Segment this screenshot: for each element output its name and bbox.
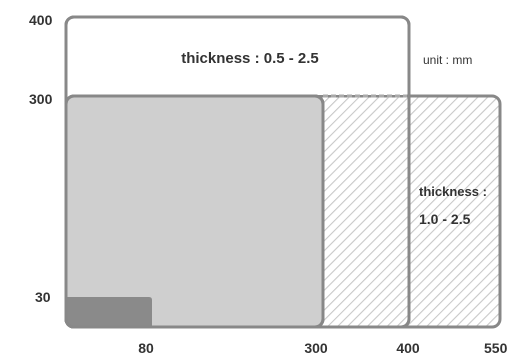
unit-label: unit : mm <box>423 53 472 67</box>
top-white-area <box>68 19 407 95</box>
top-thickness-label: thickness : 0.5 - 2.5 <box>181 50 319 67</box>
gray-region-outline-stroke <box>64 94 325 329</box>
x-axis-label-80: 80 <box>138 340 154 356</box>
y-axis-label-400: 400 <box>29 12 53 28</box>
dark-corner-region <box>66 297 152 327</box>
right-thickness-label-line2: 1.0 - 2.5 <box>419 211 471 227</box>
x-axis-label-550: 550 <box>484 340 508 356</box>
x-axis-label-300: 300 <box>304 340 328 356</box>
y-axis-label-300: 300 <box>29 91 53 107</box>
y-axis-label-30: 30 <box>35 289 51 305</box>
right-thickness-label-line1: thickness : <box>419 184 487 199</box>
gray-region-300 <box>64 94 325 329</box>
x-axis-label-400: 400 <box>396 340 420 356</box>
